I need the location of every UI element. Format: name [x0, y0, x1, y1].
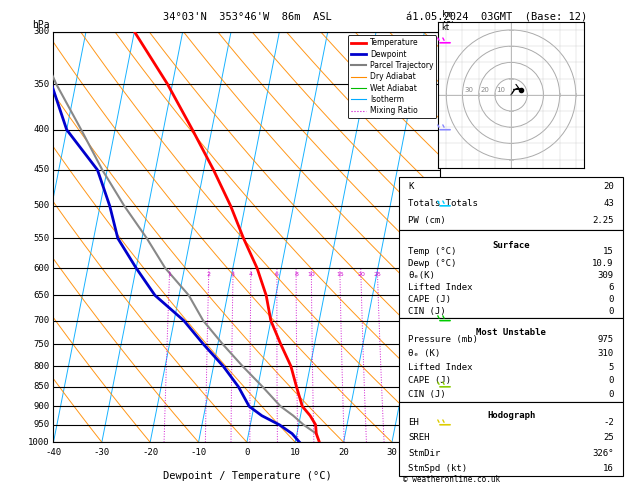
Text: 34°03'N  353°46'W  86m  ASL: 34°03'N 353°46'W 86m ASL [162, 12, 331, 22]
Text: 0: 0 [608, 295, 614, 304]
Text: 2: 2 [442, 362, 448, 371]
Text: 975: 975 [598, 335, 614, 344]
Text: © weatheronline.co.uk: © weatheronline.co.uk [403, 474, 499, 484]
Text: km
ASL: km ASL [442, 10, 457, 30]
Text: Pressure (mb): Pressure (mb) [408, 335, 478, 344]
Text: -20: -20 [142, 449, 159, 457]
Text: 6: 6 [275, 272, 279, 277]
Bar [399, 318, 623, 401]
Text: 10: 10 [308, 272, 315, 277]
Text: SREH: SREH [408, 434, 430, 442]
Text: 20: 20 [357, 272, 365, 277]
Text: 8: 8 [294, 272, 298, 277]
Text: StmDir: StmDir [408, 449, 440, 458]
Text: StmSpd (kt): StmSpd (kt) [408, 464, 467, 473]
Text: 4: 4 [442, 275, 448, 284]
Text: 300: 300 [33, 27, 50, 36]
Text: 326°: 326° [593, 449, 614, 458]
Text: 3: 3 [231, 272, 235, 277]
Text: 20: 20 [603, 182, 614, 191]
Text: -2: -2 [603, 418, 614, 427]
Text: 10.9: 10.9 [593, 259, 614, 268]
Text: 850: 850 [33, 382, 50, 391]
Legend: Temperature, Dewpoint, Parcel Trajectory, Dry Adiabat, Wet Adiabat, Isotherm, Mi: Temperature, Dewpoint, Parcel Trajectory… [348, 35, 437, 118]
Text: 500: 500 [33, 201, 50, 210]
Text: -10: -10 [191, 449, 206, 457]
Text: 1: 1 [442, 402, 448, 411]
Text: kt: kt [442, 23, 450, 32]
Text: 6: 6 [608, 283, 614, 292]
Text: 20: 20 [481, 87, 489, 93]
Text: 309: 309 [598, 271, 614, 280]
Bar [399, 177, 623, 230]
Text: θₑ (K): θₑ (K) [408, 349, 440, 358]
Text: Totals Totals: Totals Totals [408, 199, 478, 208]
Text: CAPE (J): CAPE (J) [408, 295, 452, 304]
Text: 750: 750 [33, 340, 50, 348]
Text: hPa: hPa [32, 19, 50, 30]
Text: -40: -40 [45, 449, 62, 457]
Text: Most Unstable: Most Unstable [476, 329, 546, 337]
Text: 10: 10 [290, 449, 301, 457]
Text: Surface: Surface [493, 241, 530, 250]
Text: 8: 8 [442, 94, 448, 103]
Text: PW (cm): PW (cm) [408, 216, 446, 226]
Text: 43: 43 [603, 199, 614, 208]
Text: CAPE (J): CAPE (J) [408, 377, 452, 385]
Text: Dewp (°C): Dewp (°C) [408, 259, 457, 268]
Text: 25: 25 [603, 434, 614, 442]
Text: 30: 30 [387, 449, 398, 457]
Text: 0: 0 [608, 377, 614, 385]
Text: 550: 550 [33, 234, 50, 243]
Text: 1000: 1000 [28, 438, 50, 447]
Text: 15: 15 [603, 247, 614, 256]
Text: 2: 2 [207, 272, 211, 277]
Text: 600: 600 [33, 263, 50, 273]
Text: 40: 40 [435, 449, 446, 457]
Text: Lifted Index: Lifted Index [408, 283, 473, 292]
Text: Temp (°C): Temp (°C) [408, 247, 457, 256]
Text: 30: 30 [464, 87, 473, 93]
Text: 900: 900 [33, 402, 50, 411]
Text: 5: 5 [608, 363, 614, 372]
Bar [399, 401, 623, 476]
Text: 2.25: 2.25 [593, 216, 614, 226]
Bar [399, 230, 623, 318]
Text: 5: 5 [442, 237, 448, 246]
Text: 450: 450 [33, 165, 50, 174]
Text: 350: 350 [33, 80, 50, 88]
Text: Dewpoint / Temperature (°C): Dewpoint / Temperature (°C) [162, 471, 331, 481]
Text: -30: -30 [94, 449, 110, 457]
Text: 25: 25 [374, 272, 382, 277]
Text: 950: 950 [33, 420, 50, 429]
Text: 15: 15 [336, 272, 344, 277]
Text: 0: 0 [608, 390, 614, 399]
Text: 0: 0 [608, 307, 614, 316]
Text: 10: 10 [496, 87, 506, 93]
Text: 1: 1 [167, 272, 171, 277]
Text: 0: 0 [244, 449, 250, 457]
Text: LCL: LCL [442, 421, 457, 430]
Text: 4: 4 [249, 272, 253, 277]
Text: Lifted Index: Lifted Index [408, 363, 473, 372]
Text: 650: 650 [33, 291, 50, 300]
Text: EH: EH [408, 418, 419, 427]
Text: Hodograph: Hodograph [487, 411, 535, 419]
Text: θₑ(K): θₑ(K) [408, 271, 435, 280]
Text: 310: 310 [598, 349, 614, 358]
Text: 800: 800 [33, 362, 50, 371]
Text: K: K [408, 182, 414, 191]
Text: 6: 6 [442, 201, 448, 210]
Text: á1.05.2024  03GMT  (Base: 12): á1.05.2024 03GMT (Base: 12) [406, 12, 587, 22]
Text: CIN (J): CIN (J) [408, 390, 446, 399]
Text: 3: 3 [442, 316, 448, 325]
Text: 16: 16 [603, 464, 614, 473]
Text: 7: 7 [442, 150, 448, 159]
Text: 20: 20 [338, 449, 349, 457]
Text: CIN (J): CIN (J) [408, 307, 446, 316]
Text: Mixing Ratio (g/kg): Mixing Ratio (g/kg) [465, 190, 474, 284]
Text: 700: 700 [33, 316, 50, 325]
Text: 400: 400 [33, 125, 50, 134]
